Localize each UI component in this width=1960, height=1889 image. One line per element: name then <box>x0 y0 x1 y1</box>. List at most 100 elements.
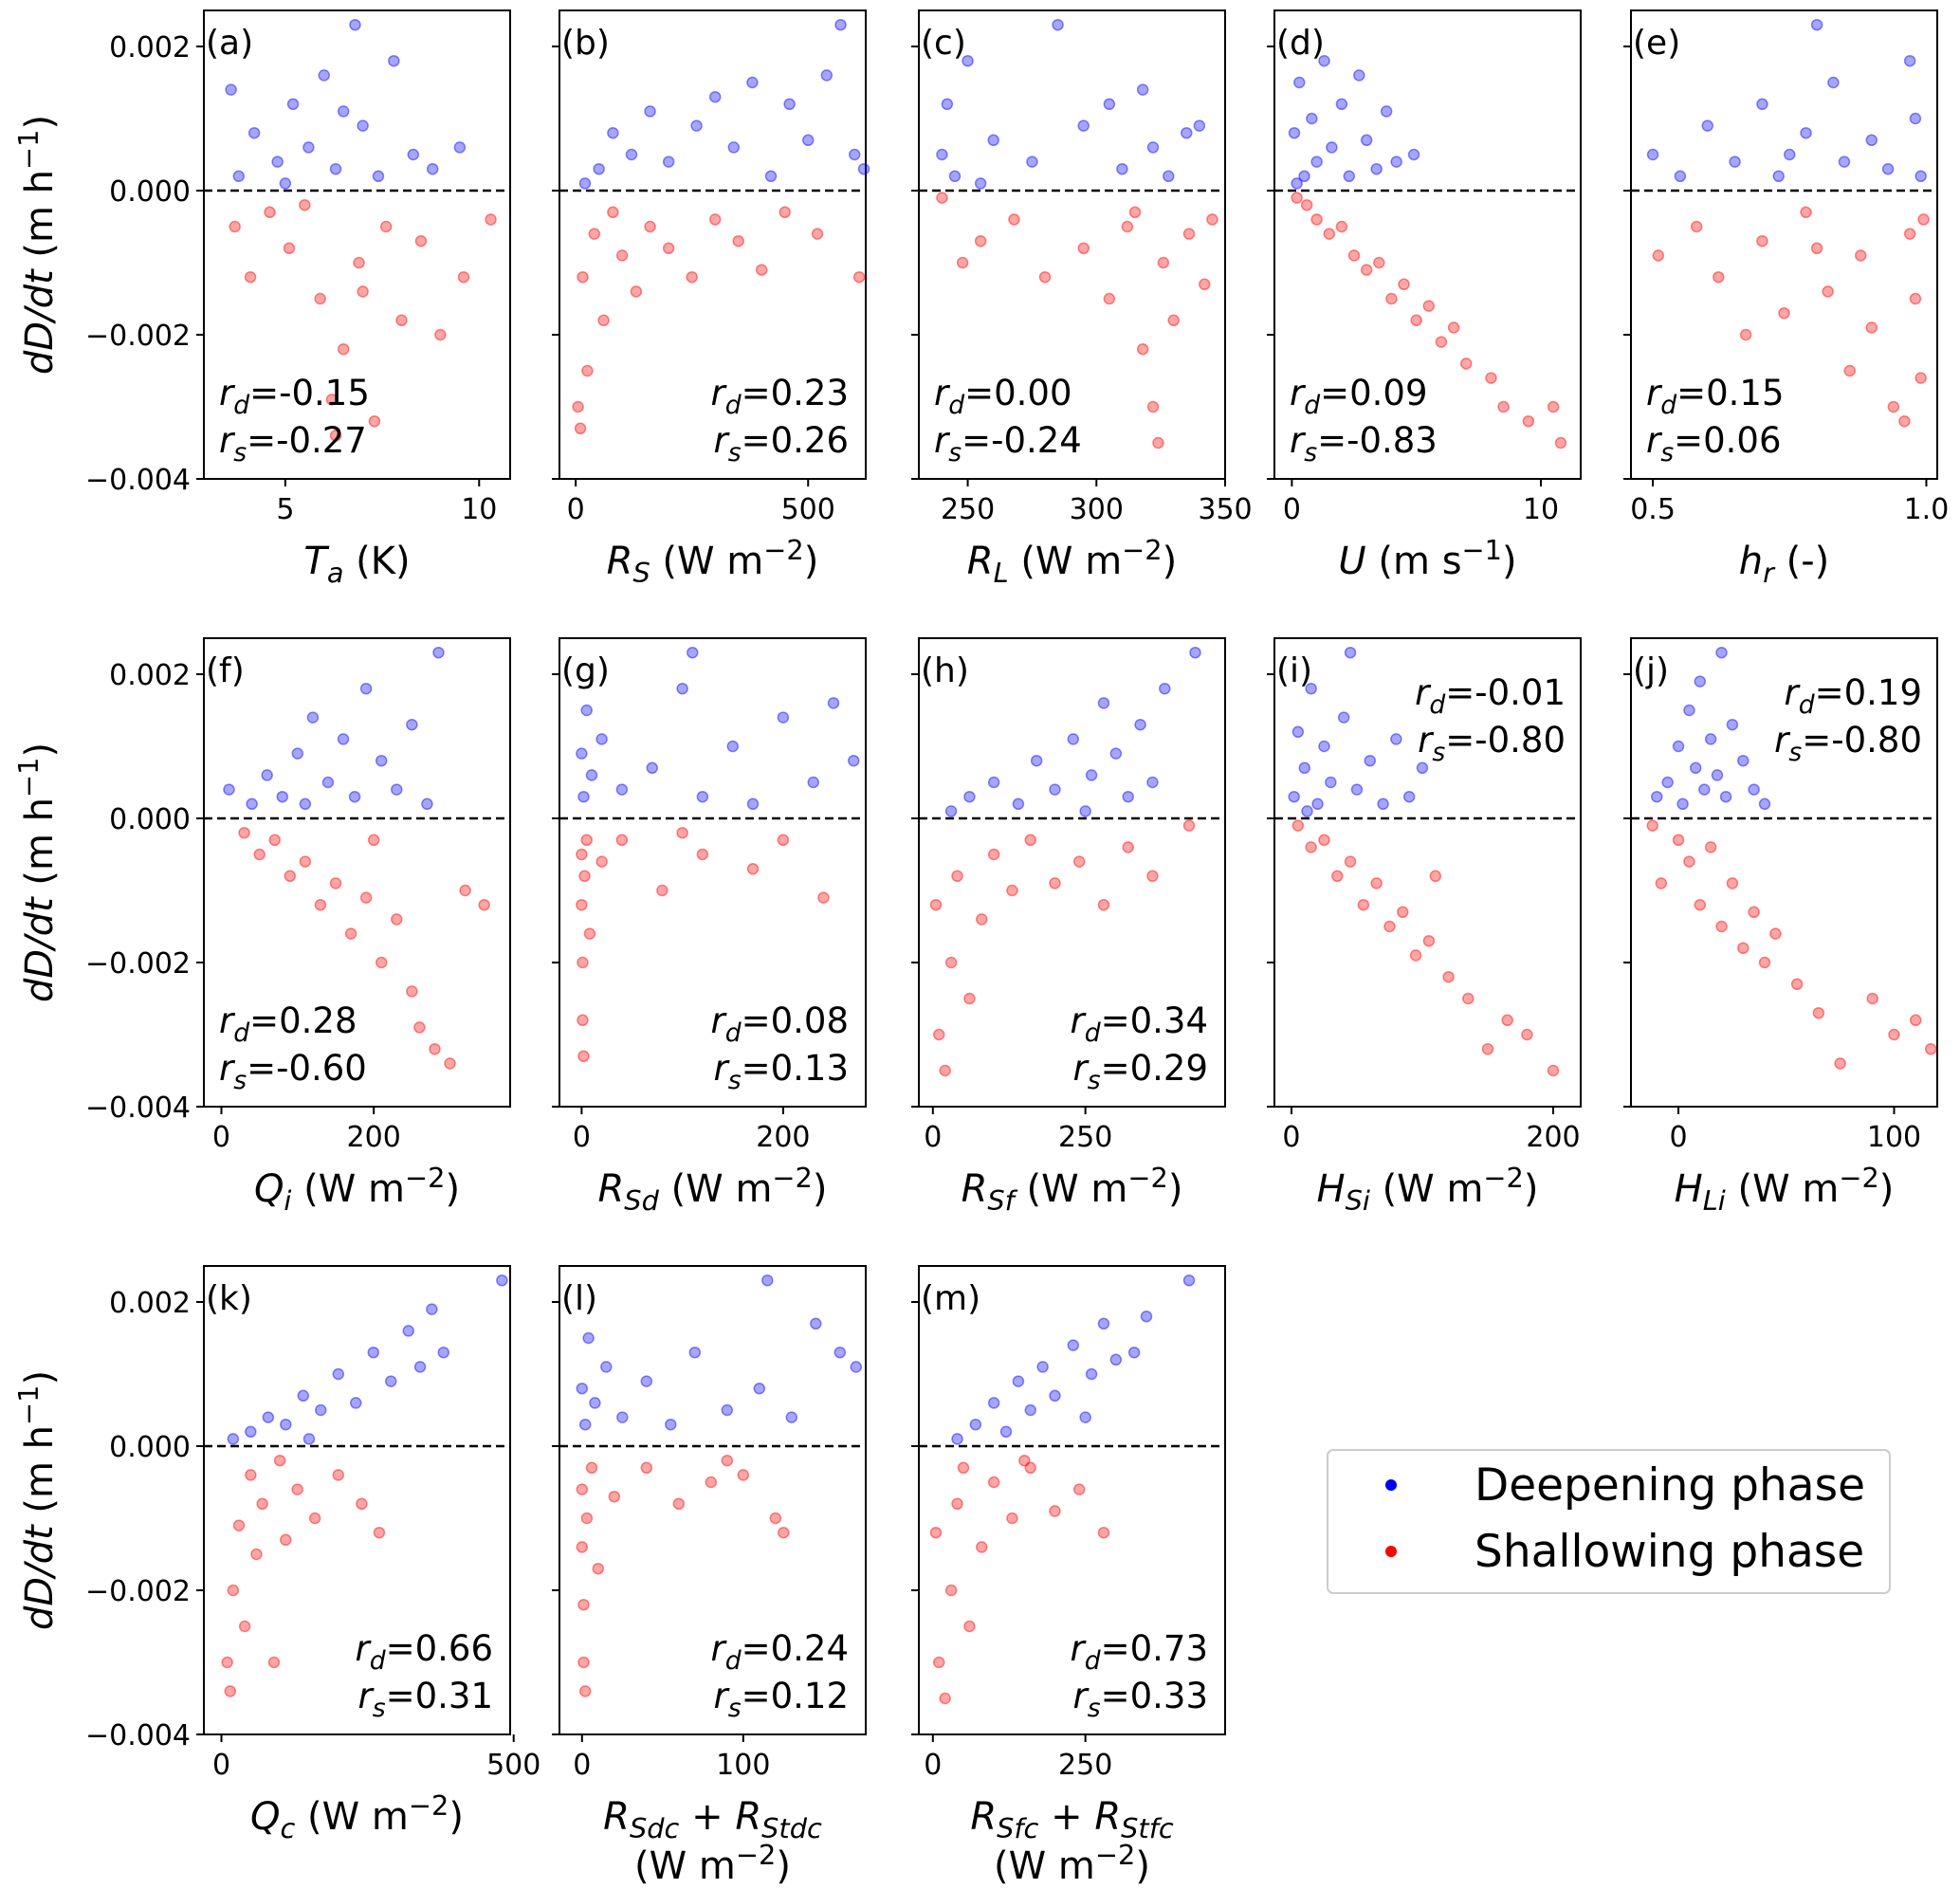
label-segment: ) <box>445 1167 460 1211</box>
shallowing-point <box>1910 1014 1922 1027</box>
correlation-r-s: rs=0.06 <box>1646 420 1781 468</box>
label-segment: (m h <box>18 170 62 269</box>
x-tick-label: 0.5 <box>1630 493 1676 526</box>
shallowing-point <box>769 1512 782 1525</box>
correlation-value: =0.29 <box>1101 1048 1208 1089</box>
label-segment: (-) <box>1774 540 1829 583</box>
plot-frame <box>559 9 867 480</box>
shallowing-point <box>932 1028 945 1041</box>
label-segment: −1 <box>12 758 45 798</box>
shallowing-point <box>1865 321 1878 334</box>
shallowing-point <box>1103 292 1116 305</box>
deepening-point <box>1407 148 1420 161</box>
legend: Deepening phase Shallowing phase <box>1327 1449 1891 1594</box>
shallowing-point <box>291 1483 303 1495</box>
correlation-value: =0.23 <box>742 373 849 413</box>
x-axis-label: hr (-) <box>1739 540 1830 589</box>
shallowing-point <box>379 220 393 233</box>
deepening-point <box>413 1361 427 1373</box>
shallowing-point <box>1462 992 1475 1005</box>
deepening-point <box>1318 740 1330 753</box>
deepening-point <box>1067 1339 1080 1351</box>
shallowing-point <box>264 206 276 219</box>
deepening-point <box>1402 790 1416 803</box>
x-tick-label: 0 <box>212 1749 230 1782</box>
shallowing-point <box>737 1469 750 1481</box>
x-tick-label: 100 <box>716 1749 770 1782</box>
legend-label-shallowing: Shallowing phase <box>1475 1526 1864 1578</box>
shallowing-point <box>1024 1461 1036 1475</box>
shallowing-point <box>314 898 327 911</box>
deepening-point <box>1390 733 1402 745</box>
correlation-value: =0.08 <box>742 1000 849 1041</box>
shallowing-point <box>755 264 768 276</box>
deepening-point <box>783 98 796 111</box>
shallowing-point <box>1323 228 1336 240</box>
shallowing-point <box>577 1656 590 1669</box>
shallowing-point <box>597 314 610 327</box>
deepening-point <box>1711 769 1724 781</box>
deepening-point <box>426 162 439 175</box>
shallowing-point <box>1024 834 1036 847</box>
shallowing-point <box>1501 1014 1513 1027</box>
shallowing-point <box>1554 436 1567 449</box>
correlation-r-s: rs=-0.83 <box>1290 420 1438 468</box>
shallowing-point <box>1006 884 1018 897</box>
deepening-point <box>1772 170 1785 183</box>
label-segment: a <box>327 557 344 589</box>
shallowing-point <box>299 855 312 868</box>
shallowing-point <box>1888 1028 1900 1041</box>
shallowing-point <box>577 1050 590 1063</box>
plot-frame <box>203 1265 511 1735</box>
deepening-point <box>1134 718 1146 731</box>
deepening-point <box>833 1346 847 1359</box>
deepening-point <box>595 733 608 745</box>
shallowing-point <box>373 1526 386 1539</box>
correlation-value: =-0.80 <box>1802 720 1922 761</box>
shallowing-point <box>1291 192 1303 204</box>
r-symbol: r <box>1415 672 1432 713</box>
plot-frame <box>559 1265 867 1735</box>
r-subscript: s <box>948 438 962 468</box>
shallowing-point <box>963 992 976 1005</box>
shallowing-point <box>221 1656 233 1669</box>
x-tick-label: 200 <box>347 1121 401 1154</box>
deepening-point <box>306 711 320 724</box>
deepening-point <box>577 790 590 803</box>
y-tick-label: 0.002 <box>109 31 191 64</box>
shallowing-point <box>696 848 709 861</box>
shallowing-point <box>256 1497 268 1511</box>
label-segment: (W m <box>295 1795 409 1839</box>
shallowing-point <box>1398 278 1410 291</box>
deepening-point <box>432 646 445 659</box>
shallowing-point <box>229 220 241 233</box>
label-segment: ) <box>1163 540 1178 583</box>
deepening-point <box>1390 156 1402 168</box>
panel-a: −0.004 −0.002 0.000 0.002 5 10 Ta (K) dD/dt (m … <box>12 9 511 589</box>
deepening-point <box>1288 790 1300 803</box>
label-segment: S <box>632 557 650 589</box>
x-tick-label: 0 <box>212 1121 230 1154</box>
deepening-point <box>1311 798 1324 811</box>
r-subscript: s <box>1660 438 1674 468</box>
legend-marker-deepening <box>1385 1479 1397 1491</box>
deepening-point <box>727 141 741 154</box>
shallowing-point <box>578 1685 592 1697</box>
shallowing-point <box>708 213 722 226</box>
shallowing-point <box>1097 1526 1110 1539</box>
label-segment: H <box>1675 1167 1703 1211</box>
y-tick-label: 0.002 <box>109 1287 191 1320</box>
label-segment: −2 <box>409 1789 449 1822</box>
deepening-point <box>646 761 658 775</box>
deepening-point <box>963 790 976 803</box>
shallowing-point <box>630 285 643 298</box>
shallowing-point <box>576 1541 589 1553</box>
shallowing-point <box>1310 213 1323 226</box>
shallowing-point <box>951 1497 963 1511</box>
shallowing-point <box>250 1548 263 1561</box>
correlation-r-s: rs=-0.80 <box>1774 720 1922 767</box>
deepening-point <box>350 1397 362 1409</box>
deepening-point <box>1758 798 1771 811</box>
